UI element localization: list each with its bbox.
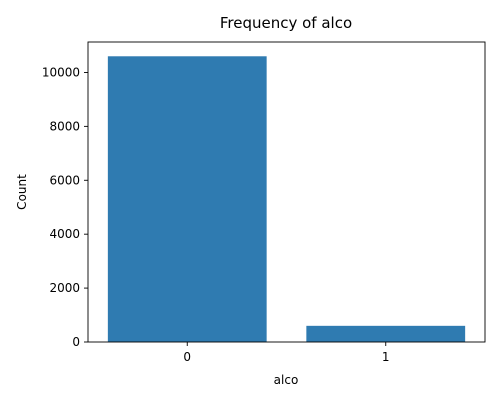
chart-title: Frequency of alco <box>220 14 352 32</box>
y-tick-label: 4000 <box>49 227 80 241</box>
bar-0 <box>107 56 267 343</box>
y-tick-label: 10000 <box>42 65 80 79</box>
y-tick-label: 8000 <box>49 119 80 133</box>
y-tick-label: 0 <box>72 335 80 349</box>
y-axis: 0 2000 4000 6000 8000 10000 <box>42 65 88 349</box>
x-tick-label: 1 <box>382 350 390 364</box>
x-axis-label: alco <box>274 373 299 387</box>
x-tick-label: 0 <box>183 350 191 364</box>
y-tick-label: 6000 <box>49 173 80 187</box>
bar-1 <box>306 325 466 342</box>
plot-frame <box>87 41 486 343</box>
y-axis-label: Count <box>15 174 29 210</box>
bars-group <box>107 56 466 343</box>
y-tick-label: 2000 <box>49 281 80 295</box>
